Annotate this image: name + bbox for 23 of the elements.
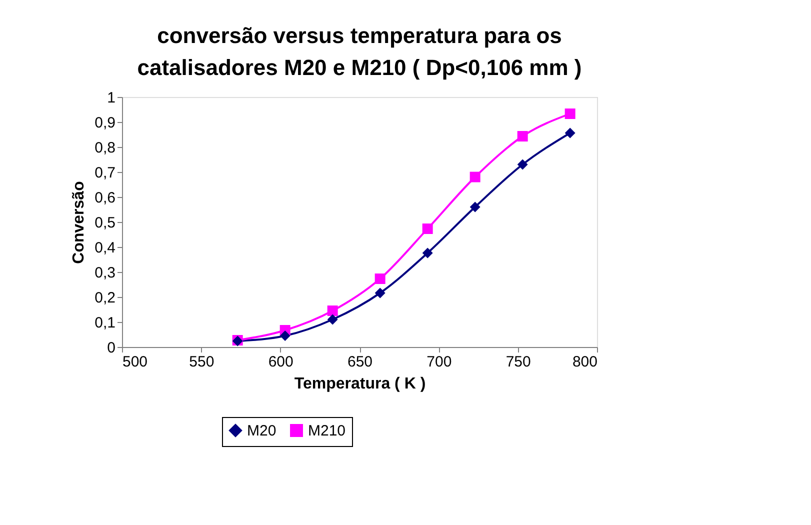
- y-axis-title: Conversão: [70, 180, 88, 264]
- y-tick-label: 0,3: [94, 264, 116, 282]
- y-tick-label: 0: [107, 340, 116, 356]
- y-tick-label: 0,9: [94, 114, 116, 132]
- x-tick-label: 500: [122, 354, 148, 370]
- y-tick-label: 0,6: [94, 190, 116, 206]
- chart-title: conversão versus temperatura para os catalisadores M20 e M210 ( Dp<0,106 mm ): [137, 23, 582, 80]
- y-tick-label: 0,4: [94, 240, 116, 256]
- legend-label: M210: [308, 422, 346, 440]
- y-tick-label: 0,8: [94, 140, 116, 156]
- y-tick-label: 0,5: [94, 214, 116, 232]
- x-tick-label: 800: [572, 354, 598, 370]
- y-tick-label: 1: [107, 90, 116, 106]
- x-tick-label: 600: [268, 354, 294, 370]
- y-tick-label: 0,1: [94, 314, 116, 332]
- y-tick-label: 0,7: [94, 164, 116, 182]
- x-axis-title: Temperatura ( K ): [294, 376, 426, 392]
- y-tick-label: 0,2: [94, 290, 116, 306]
- x-tick-label: 700: [426, 354, 452, 370]
- legend-label: M20: [247, 422, 276, 440]
- x-tick-label: 750: [506, 354, 531, 370]
- x-tick-label: 650: [347, 354, 373, 370]
- x-tick-label: 550: [189, 354, 214, 370]
